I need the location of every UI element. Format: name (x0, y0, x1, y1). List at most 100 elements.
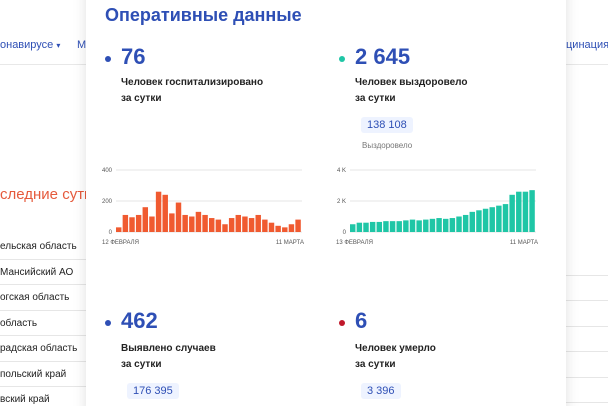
bar[interactable] (268, 222, 275, 232)
x-start-label: 13 ФЕВРАЛЯ (336, 240, 373, 246)
region-item[interactable]: вский край (0, 387, 86, 406)
bar[interactable] (222, 224, 228, 232)
bar[interactable] (449, 218, 456, 232)
table-row (566, 327, 608, 352)
bar[interactable] (248, 218, 255, 232)
operational-data-modal: Оперативные данные 76 Человек госпитализ… (86, 0, 566, 406)
y-tick-label: 2 K (337, 199, 346, 205)
bar[interactable] (516, 191, 522, 232)
bar[interactable] (142, 207, 149, 232)
nav-second-link[interactable]: М (77, 39, 87, 51)
teal-dot-icon (339, 56, 345, 62)
bar[interactable] (129, 217, 135, 232)
right-table-rows (566, 250, 608, 403)
bar[interactable] (462, 214, 469, 232)
deaths-label: Человек умерло за сутки (355, 343, 436, 370)
bar[interactable] (155, 191, 162, 232)
bar[interactable] (149, 216, 155, 233)
bar[interactable] (509, 194, 515, 232)
bar[interactable] (476, 210, 482, 232)
y-tick-label: 0 (109, 230, 113, 236)
bar[interactable] (416, 220, 422, 232)
bar[interactable] (288, 224, 295, 232)
table-row (566, 378, 608, 403)
region-item[interactable]: Мансийский АО (0, 260, 86, 285)
bar[interactable] (282, 227, 288, 232)
bar[interactable] (135, 214, 142, 232)
deaths-total: 3 396 (361, 383, 401, 399)
bar[interactable] (496, 205, 502, 232)
bar[interactable] (295, 219, 301, 232)
bar[interactable] (162, 194, 168, 232)
bar[interactable] (369, 221, 376, 232)
bar[interactable] (376, 221, 383, 232)
region-item[interactable]: радская область (0, 336, 86, 362)
bar[interactable] (235, 214, 242, 232)
bar[interactable] (396, 221, 402, 232)
recovered-total: 138 108 (361, 117, 413, 133)
y-tick-label: 400 (102, 168, 113, 174)
nav-coronavirus-link[interactable]: онавирусе ▾ (0, 39, 61, 51)
nav-vaccination-link[interactable]: цинация (566, 39, 608, 51)
region-item[interactable]: огская область (0, 285, 86, 311)
bar[interactable] (122, 214, 129, 232)
table-row (566, 250, 608, 276)
bar[interactable] (409, 219, 416, 232)
x-end-label: 11 МАРТА (276, 240, 304, 246)
bar[interactable] (403, 220, 409, 232)
bar[interactable] (175, 202, 182, 232)
bar[interactable] (356, 222, 363, 232)
table-row (566, 301, 608, 327)
bar[interactable] (489, 207, 495, 232)
table-row (566, 276, 608, 301)
bar[interactable] (482, 208, 489, 232)
bar[interactable] (116, 227, 122, 232)
modal-title: Оперативные данные (105, 5, 302, 25)
red-dot-icon (339, 320, 345, 326)
bar[interactable] (242, 216, 248, 233)
bar[interactable] (189, 216, 195, 233)
hospitalized-value: 76 (121, 44, 146, 69)
region-item[interactable]: польский край (0, 362, 86, 387)
recovered-value: 2 645 (355, 44, 411, 69)
chevron-down-icon: ▾ (56, 41, 61, 50)
bar[interactable] (443, 218, 449, 232)
bar[interactable] (209, 218, 215, 232)
bar[interactable] (456, 216, 462, 233)
bar[interactable] (202, 214, 208, 232)
bar[interactable] (389, 221, 396, 232)
recovered-label: Человек выздоровело за сутки (355, 77, 468, 104)
bar[interactable] (436, 218, 442, 232)
bar[interactable] (195, 211, 202, 232)
deaths-value: 6 (355, 308, 368, 333)
bar[interactable] (182, 214, 188, 232)
hospitalized-label: Человек госпитализировано за сутки (121, 77, 264, 104)
y-tick-label: 200 (102, 199, 113, 205)
bar[interactable] (522, 191, 529, 232)
bar[interactable] (255, 214, 261, 232)
bar[interactable] (363, 222, 369, 232)
recovered-total-label: Выздоровело (362, 141, 413, 150)
bar[interactable] (423, 219, 429, 232)
cases-value: 462 (121, 308, 158, 333)
x-end-label: 11 МАРТА (510, 240, 538, 246)
section-title: следние сутки (0, 186, 100, 203)
region-item[interactable]: область (0, 311, 86, 336)
bar[interactable] (275, 225, 281, 232)
bar[interactable] (215, 219, 222, 232)
y-tick-label: 0 (343, 230, 347, 236)
bar[interactable] (383, 221, 389, 232)
bar[interactable] (169, 213, 175, 232)
bar[interactable] (469, 211, 476, 232)
recovered-chart: 4 K 2 K 0 13 ФЕВРАЛЯ 11 МАРТА (332, 168, 552, 270)
blue-dot-icon (105, 56, 111, 62)
bar[interactable] (429, 218, 436, 232)
y-tick-label: 4 K (337, 168, 346, 174)
bar[interactable] (529, 190, 535, 232)
bar[interactable] (502, 204, 509, 232)
region-item[interactable]: ельская область (0, 234, 86, 260)
bar[interactable] (228, 218, 235, 232)
bar[interactable] (350, 224, 356, 232)
table-row (566, 352, 608, 378)
bar[interactable] (262, 219, 268, 232)
